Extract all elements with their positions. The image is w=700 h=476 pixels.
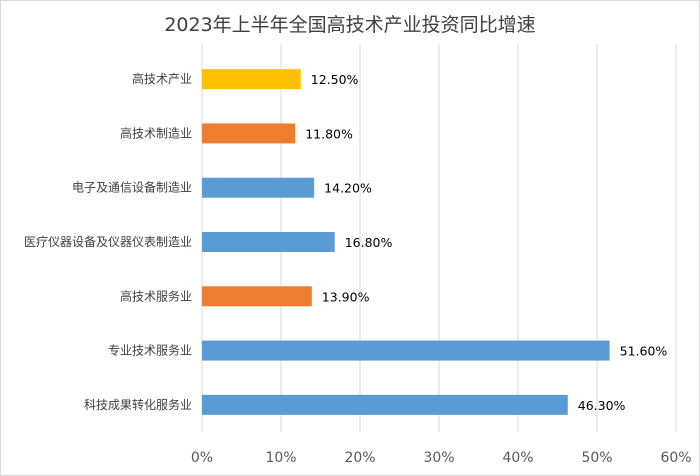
category-label: 医疗仪器设备及仪器仪表制造业	[24, 235, 192, 249]
x-tick-label: 20%	[344, 450, 375, 466]
x-tick-label: 50%	[581, 450, 612, 466]
category-label: 科技成果转化服务业	[84, 397, 192, 412]
bar	[202, 69, 301, 90]
x-tick-label: 40%	[502, 450, 533, 466]
category-label: 高技术产业	[132, 71, 192, 86]
bar	[202, 123, 296, 144]
bar	[202, 232, 335, 252]
category-label: 高技术制造业	[120, 125, 192, 140]
category-label: 专业技术服务业	[108, 343, 192, 358]
x-tick-label: 0%	[191, 450, 213, 466]
category-label: 电子及通信设备制造业	[72, 181, 192, 195]
data-label: 14.20%	[324, 181, 372, 196]
data-label: 16.80%	[345, 235, 393, 250]
bar	[202, 394, 568, 415]
bar	[202, 177, 315, 198]
bar	[202, 340, 610, 361]
category-label: 高技术服务业	[120, 288, 192, 303]
data-label: 11.80%	[305, 126, 353, 141]
chart-title: 2023年上半年全国高技术产业投资同比增速	[164, 14, 536, 36]
x-tick-label: 30%	[423, 450, 454, 466]
data-label: 13.90%	[322, 289, 370, 304]
bar	[202, 286, 312, 307]
x-tick-label: 10%	[265, 450, 296, 466]
data-label: 46.30%	[578, 398, 626, 413]
x-tick-label: 60%	[660, 450, 691, 466]
data-label: 51.60%	[620, 344, 668, 359]
data-label: 12.50%	[311, 72, 359, 87]
